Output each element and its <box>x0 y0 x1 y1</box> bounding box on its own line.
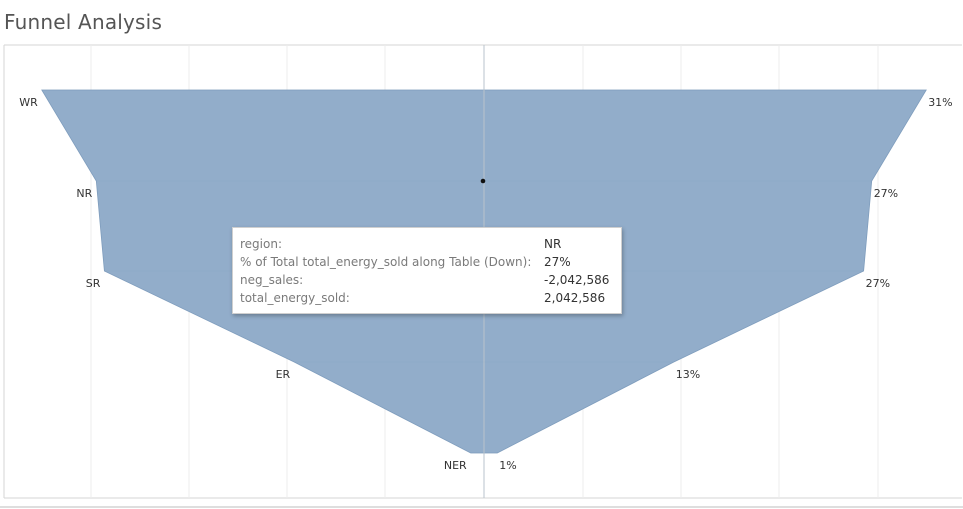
percent-label-wr: 31% <box>928 96 952 109</box>
tooltip: region: NR % of Total total_energy_sold al… <box>232 227 622 314</box>
tooltip-key: region: <box>240 237 282 251</box>
region-label-ner: NER <box>444 459 467 472</box>
tooltip-key: neg_sales: <box>240 273 304 287</box>
region-label-sr: SR <box>86 277 101 290</box>
region-label-wr: WR <box>19 96 38 109</box>
tooltip-key: total_energy_sold: <box>240 291 350 305</box>
region-label-er: ER <box>276 368 291 381</box>
percent-label-nr: 27% <box>874 187 898 200</box>
tooltip-key: % of Total total_energy_sold along Table… <box>240 255 532 269</box>
percent-label-er: 13% <box>676 368 700 381</box>
tooltip-value: 27% <box>544 255 571 269</box>
page-title: Funnel Analysis <box>4 10 163 34</box>
tooltip-value: NR <box>544 237 562 251</box>
tooltip-value: -2,042,586 <box>544 273 610 287</box>
percent-label-ner: 1% <box>499 459 516 472</box>
hover-marker <box>480 178 486 184</box>
percent-label-sr: 27% <box>866 277 890 290</box>
region-label-nr: NR <box>76 187 92 200</box>
tooltip-value: 2,042,586 <box>544 291 606 305</box>
